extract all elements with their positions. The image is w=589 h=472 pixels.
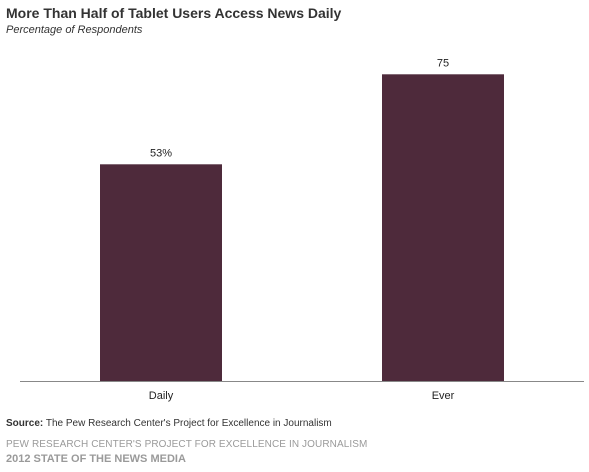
source-label: Source: xyxy=(6,418,44,429)
data-label-daily: 53% xyxy=(150,147,172,159)
footer-organization: PEW RESEARCH CENTER'S PROJECT FOR EXCELL… xyxy=(6,439,368,450)
x-tick-label-daily: Daily xyxy=(149,390,174,402)
bar-daily xyxy=(100,164,222,381)
source-text: The Pew Research Center's Project for Ex… xyxy=(43,418,332,429)
bar-chart: 53% Daily 75 Ever xyxy=(20,57,584,402)
chart-subtitle: Percentage of Respondents xyxy=(6,24,143,36)
footer-report-name: 2012 STATE OF THE NEWS MEDIA xyxy=(6,453,186,465)
bar-ever xyxy=(382,74,504,382)
data-label-ever: 75 xyxy=(437,57,449,69)
chart-title: More Than Half of Tablet Users Access Ne… xyxy=(6,5,342,21)
x-tick-label-ever: Ever xyxy=(432,390,455,402)
source-note: Source: The Pew Research Center's Projec… xyxy=(6,418,332,429)
